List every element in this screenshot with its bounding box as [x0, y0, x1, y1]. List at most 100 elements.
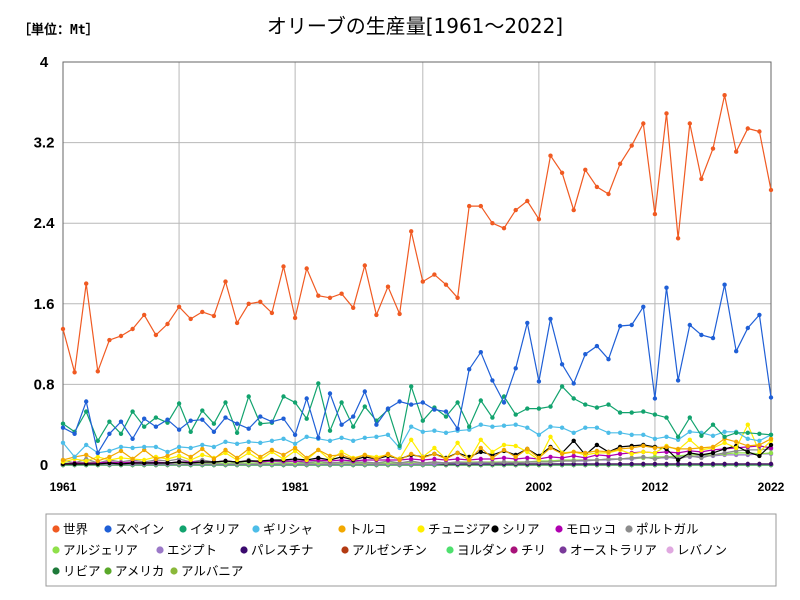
data-point: [443, 430, 449, 435]
data-point: [292, 400, 298, 405]
data-point: [339, 452, 344, 458]
data-point: [664, 434, 669, 439]
data-point: [188, 445, 193, 451]
data-point: [490, 460, 495, 466]
legend-label: アルゼンチン: [352, 543, 427, 558]
data-point: [525, 198, 530, 204]
data-point: [734, 461, 739, 467]
data-point: [478, 350, 483, 355]
data-point: [699, 332, 704, 338]
data-point: [420, 455, 425, 461]
data-point: [710, 335, 716, 341]
legend-item: エジプト: [156, 543, 217, 558]
data-point: [188, 418, 193, 423]
data-point: [130, 445, 135, 451]
data-point: [675, 236, 681, 241]
data-point: [478, 456, 483, 462]
data-point: [443, 282, 449, 287]
legend-marker: [417, 525, 425, 533]
x-axis: 1961 1971 1981 1992 2002 2012 2022: [50, 480, 785, 494]
data-point: [734, 149, 739, 154]
data-point: [501, 459, 507, 465]
data-point: [548, 459, 553, 465]
data-point: [234, 421, 240, 426]
data-point: [176, 459, 182, 465]
data-point: [142, 457, 147, 463]
data-point: [223, 279, 228, 284]
data-point: [490, 455, 495, 461]
data-point: [548, 454, 553, 460]
data-point: [84, 442, 89, 448]
unit-label: ［単位：Mt］: [18, 22, 99, 38]
data-point: [84, 458, 89, 464]
data-point: [559, 455, 565, 461]
data-point: [548, 434, 553, 439]
data-point: [594, 442, 600, 448]
data-point: [513, 443, 518, 449]
data-point: [652, 445, 658, 451]
legend-label: レバノン: [677, 543, 727, 558]
legend-item: 世界: [52, 522, 89, 537]
data-point: [153, 460, 159, 466]
data-point: [606, 191, 611, 197]
chart-title: オリーブの生産量[1961～2022]: [267, 14, 563, 38]
data-point: [165, 460, 170, 466]
data-point: [710, 422, 716, 427]
data-point: [234, 441, 240, 446]
data-point: [687, 322, 692, 328]
data-point: [559, 425, 565, 430]
legend-item: スペイン: [104, 522, 164, 537]
data-point: [200, 452, 205, 458]
data-point: [107, 448, 112, 454]
data-point: [571, 396, 576, 401]
data-point: [385, 457, 391, 463]
legend-marker: [510, 546, 518, 554]
data-point: [617, 430, 623, 435]
y-tick-label: 2.4: [34, 215, 56, 232]
data-point: [130, 326, 135, 332]
data-point: [745, 126, 750, 131]
data-point: [548, 316, 553, 322]
legend-item: チリ: [510, 543, 546, 558]
data-point: [536, 379, 542, 384]
legend-item: ヨルダン: [446, 543, 507, 558]
data-point: [699, 452, 704, 458]
y-tick-label: 0: [40, 457, 48, 474]
data-point: [432, 445, 437, 451]
data-point: [710, 461, 716, 467]
data-point: [768, 187, 774, 193]
data-point: [200, 309, 205, 315]
data-point: [211, 429, 217, 434]
legend-marker: [104, 525, 112, 533]
data-point: [722, 93, 727, 98]
data-point: [281, 456, 286, 462]
data-point: [768, 432, 774, 437]
data-point: [397, 399, 402, 404]
data-point: [200, 417, 205, 422]
data-point: [687, 415, 692, 420]
data-point: [757, 129, 762, 134]
data-point: [455, 440, 460, 445]
data-point: [339, 435, 344, 440]
data-point: [559, 458, 565, 464]
data-point: [118, 431, 124, 436]
data-point: [583, 425, 588, 430]
data-point: [525, 425, 530, 430]
data-point: [617, 446, 623, 452]
data-point: [548, 445, 553, 451]
series-4: [60, 436, 774, 464]
data-point: [641, 443, 646, 449]
data-point: [664, 461, 669, 467]
data-point: [478, 449, 483, 455]
legend-label: スペイン: [115, 522, 164, 537]
data-point: [594, 448, 600, 454]
data-point: [559, 170, 565, 175]
data-point: [165, 417, 170, 422]
data-point: [246, 439, 251, 444]
data-point: [490, 424, 495, 429]
data-point: [455, 450, 460, 456]
legend-item: アルゼンチン: [341, 543, 427, 558]
data-point: [84, 281, 89, 286]
x-tick-label: 1992: [409, 480, 436, 494]
data-point: [687, 429, 692, 434]
